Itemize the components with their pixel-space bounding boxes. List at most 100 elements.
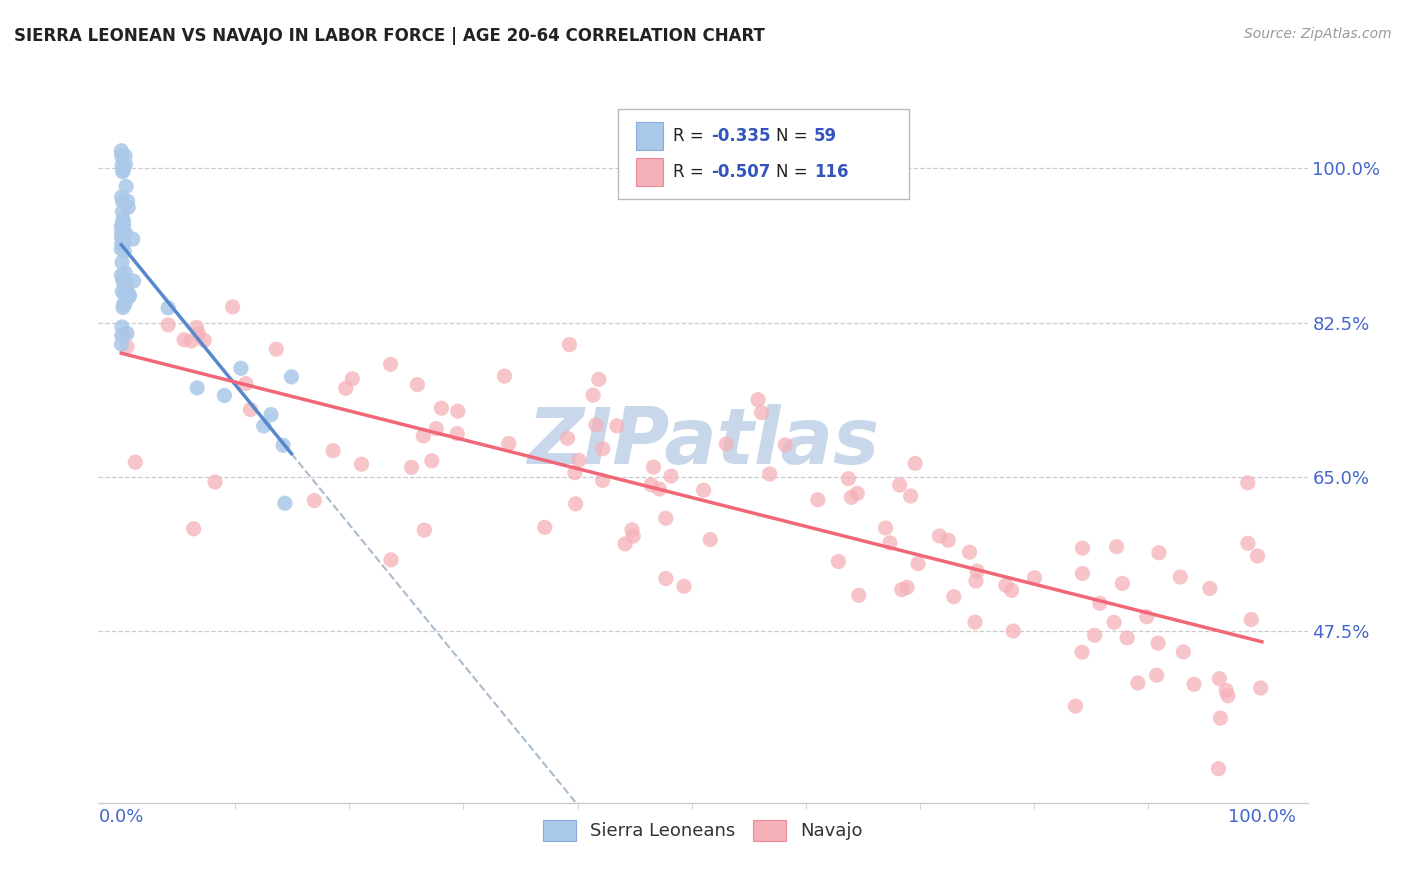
Point bbox=[260, 408, 283, 422]
Point bbox=[1024, 571, 1046, 585]
Point bbox=[173, 333, 195, 347]
Point bbox=[180, 334, 202, 348]
Point bbox=[498, 436, 520, 450]
Point bbox=[187, 326, 209, 341]
Point bbox=[659, 469, 682, 483]
Point bbox=[112, 276, 135, 290]
Point bbox=[186, 381, 208, 395]
Point bbox=[841, 491, 863, 505]
Point bbox=[1001, 583, 1024, 598]
Point bbox=[118, 289, 141, 303]
Point bbox=[280, 370, 302, 384]
Point bbox=[585, 417, 607, 432]
Point bbox=[214, 388, 236, 402]
Point bbox=[413, 523, 436, 537]
Point bbox=[193, 334, 215, 348]
Point bbox=[111, 225, 134, 239]
Point bbox=[1240, 613, 1263, 627]
Point bbox=[557, 431, 579, 445]
Point bbox=[117, 194, 139, 209]
Point bbox=[965, 574, 987, 588]
Point bbox=[406, 377, 429, 392]
Point bbox=[221, 300, 243, 314]
Point bbox=[114, 266, 136, 280]
Point bbox=[716, 437, 738, 451]
Point bbox=[430, 401, 453, 416]
Point bbox=[1146, 668, 1168, 682]
Point bbox=[994, 578, 1017, 592]
Point bbox=[124, 455, 146, 469]
Point bbox=[606, 418, 628, 433]
Point bbox=[1236, 475, 1258, 490]
Point bbox=[1208, 762, 1230, 776]
Point bbox=[380, 357, 402, 371]
Point bbox=[1126, 676, 1149, 690]
Point bbox=[942, 590, 965, 604]
Point bbox=[1170, 570, 1192, 584]
Point bbox=[614, 537, 637, 551]
Point bbox=[1111, 576, 1133, 591]
Point bbox=[114, 287, 136, 301]
Point bbox=[1237, 536, 1260, 550]
Point bbox=[122, 274, 145, 288]
Point bbox=[533, 520, 555, 534]
Point bbox=[1198, 582, 1220, 596]
Point bbox=[114, 275, 136, 289]
Point bbox=[204, 475, 226, 489]
Point bbox=[640, 478, 662, 492]
Point bbox=[846, 486, 869, 500]
Point bbox=[837, 472, 859, 486]
Point bbox=[111, 158, 134, 172]
Point bbox=[494, 369, 516, 384]
Point bbox=[1071, 645, 1094, 659]
Text: N =: N = bbox=[776, 127, 813, 145]
Point bbox=[271, 438, 294, 452]
Point bbox=[110, 268, 132, 283]
Point bbox=[558, 337, 581, 351]
Point bbox=[335, 381, 357, 395]
Point bbox=[111, 218, 134, 232]
Point bbox=[111, 204, 134, 219]
Point bbox=[412, 429, 434, 443]
Point bbox=[342, 372, 364, 386]
Point bbox=[112, 218, 135, 232]
Point bbox=[1246, 549, 1268, 563]
Text: -0.335: -0.335 bbox=[711, 127, 770, 145]
Point bbox=[692, 483, 714, 498]
Point bbox=[115, 340, 138, 354]
Point bbox=[112, 327, 135, 342]
Point bbox=[112, 235, 135, 250]
Bar bbox=[637, 122, 664, 150]
Point bbox=[959, 545, 981, 559]
Point bbox=[112, 273, 135, 287]
Point bbox=[112, 244, 135, 259]
Point bbox=[111, 225, 134, 239]
Point bbox=[928, 529, 950, 543]
Point bbox=[1116, 631, 1139, 645]
Point bbox=[110, 337, 132, 351]
Point bbox=[111, 301, 134, 315]
Legend: Sierra Leoneans, Navajo: Sierra Leoneans, Navajo bbox=[536, 813, 870, 848]
Point bbox=[848, 588, 870, 602]
Text: 59: 59 bbox=[814, 127, 838, 145]
Point bbox=[239, 402, 262, 417]
Point bbox=[890, 582, 912, 597]
Point bbox=[1105, 540, 1128, 554]
Point bbox=[1216, 689, 1239, 703]
Point bbox=[1071, 566, 1094, 581]
Point bbox=[183, 522, 205, 536]
Point bbox=[111, 190, 134, 204]
Point bbox=[115, 283, 138, 297]
Point bbox=[936, 533, 959, 548]
Point bbox=[1002, 624, 1025, 639]
Point bbox=[807, 492, 830, 507]
Point bbox=[401, 460, 423, 475]
Point bbox=[425, 421, 447, 435]
Point bbox=[592, 473, 614, 487]
Point bbox=[111, 320, 134, 334]
Point bbox=[1084, 628, 1107, 642]
Point bbox=[446, 426, 468, 441]
Point bbox=[1209, 711, 1232, 725]
Text: ZIPatlas: ZIPatlas bbox=[527, 403, 879, 480]
Point bbox=[112, 297, 135, 311]
